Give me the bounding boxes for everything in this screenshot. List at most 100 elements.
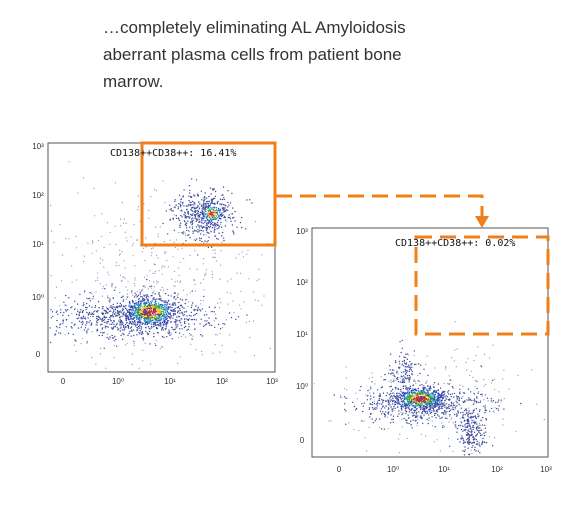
dot <box>194 216 197 218</box>
dot <box>180 198 182 201</box>
dot <box>452 404 455 406</box>
dot <box>113 289 116 291</box>
dot <box>433 393 435 396</box>
dot <box>408 403 410 405</box>
dot <box>473 402 475 404</box>
dot <box>409 367 412 369</box>
dot <box>392 421 394 423</box>
dot <box>473 400 475 402</box>
dot <box>173 312 175 315</box>
dot <box>166 301 168 304</box>
dot <box>134 277 136 279</box>
dot <box>105 284 107 286</box>
dot <box>183 205 185 207</box>
dot <box>420 433 422 435</box>
dot <box>485 442 488 444</box>
dot <box>432 386 435 388</box>
dot <box>169 239 171 241</box>
dot <box>430 411 432 414</box>
dot <box>124 277 126 279</box>
dot <box>102 259 104 261</box>
dot <box>415 399 417 402</box>
dot <box>172 218 174 220</box>
dot <box>184 215 186 217</box>
dot <box>423 414 425 416</box>
dot <box>154 307 156 309</box>
dot <box>222 194 224 196</box>
dot <box>74 307 76 310</box>
dot <box>89 315 92 318</box>
dot <box>175 321 177 323</box>
dot <box>220 221 222 224</box>
dot <box>109 336 111 338</box>
dot <box>197 194 199 196</box>
dot <box>418 363 420 365</box>
dot <box>204 198 206 200</box>
dot <box>442 390 444 392</box>
dot <box>127 289 129 291</box>
dot <box>198 221 200 223</box>
dot <box>421 384 423 386</box>
dot <box>196 309 199 312</box>
dot <box>71 322 73 324</box>
dot <box>177 362 179 364</box>
dot <box>466 412 468 414</box>
dot <box>174 285 176 287</box>
dot <box>372 421 375 424</box>
dot <box>476 426 478 429</box>
dot <box>375 407 377 409</box>
dot <box>428 400 430 402</box>
dot <box>405 421 408 424</box>
dot <box>185 225 188 227</box>
dot <box>227 209 229 212</box>
dot <box>138 321 140 324</box>
dot <box>440 401 442 403</box>
dot <box>216 334 218 336</box>
dot <box>211 200 213 202</box>
dot <box>465 409 468 411</box>
dot <box>204 203 207 205</box>
dot <box>153 290 155 292</box>
dot <box>57 313 59 315</box>
dot <box>119 322 121 324</box>
dot <box>182 201 184 204</box>
dot <box>189 254 191 256</box>
dot <box>101 319 104 321</box>
dot <box>375 408 377 410</box>
dot <box>111 334 113 337</box>
dot <box>142 322 144 325</box>
dot <box>86 342 88 344</box>
dot <box>174 200 176 203</box>
dot <box>50 317 52 319</box>
dot <box>72 333 75 336</box>
dot <box>438 402 440 404</box>
dot <box>368 407 371 409</box>
dot <box>445 412 447 414</box>
dot <box>210 220 213 222</box>
dot <box>393 409 395 411</box>
dot <box>204 215 206 217</box>
dot <box>155 302 158 305</box>
dot <box>164 201 166 204</box>
dot <box>91 356 93 359</box>
dot <box>410 403 412 405</box>
dot <box>146 321 148 323</box>
x-tick-label: 10⁰ <box>387 465 399 474</box>
dot <box>371 407 374 409</box>
dot <box>144 342 146 344</box>
dot <box>452 407 454 409</box>
dot <box>207 211 209 214</box>
dot <box>462 450 464 452</box>
dot <box>132 322 134 325</box>
dot <box>109 323 111 326</box>
dot <box>147 317 149 320</box>
dot <box>463 409 466 412</box>
dot <box>431 402 433 404</box>
dot <box>421 401 423 403</box>
dot <box>199 214 202 216</box>
dot <box>124 307 127 310</box>
dot <box>175 324 177 326</box>
dot <box>419 372 421 375</box>
dot <box>68 161 70 163</box>
dot <box>50 230 53 232</box>
